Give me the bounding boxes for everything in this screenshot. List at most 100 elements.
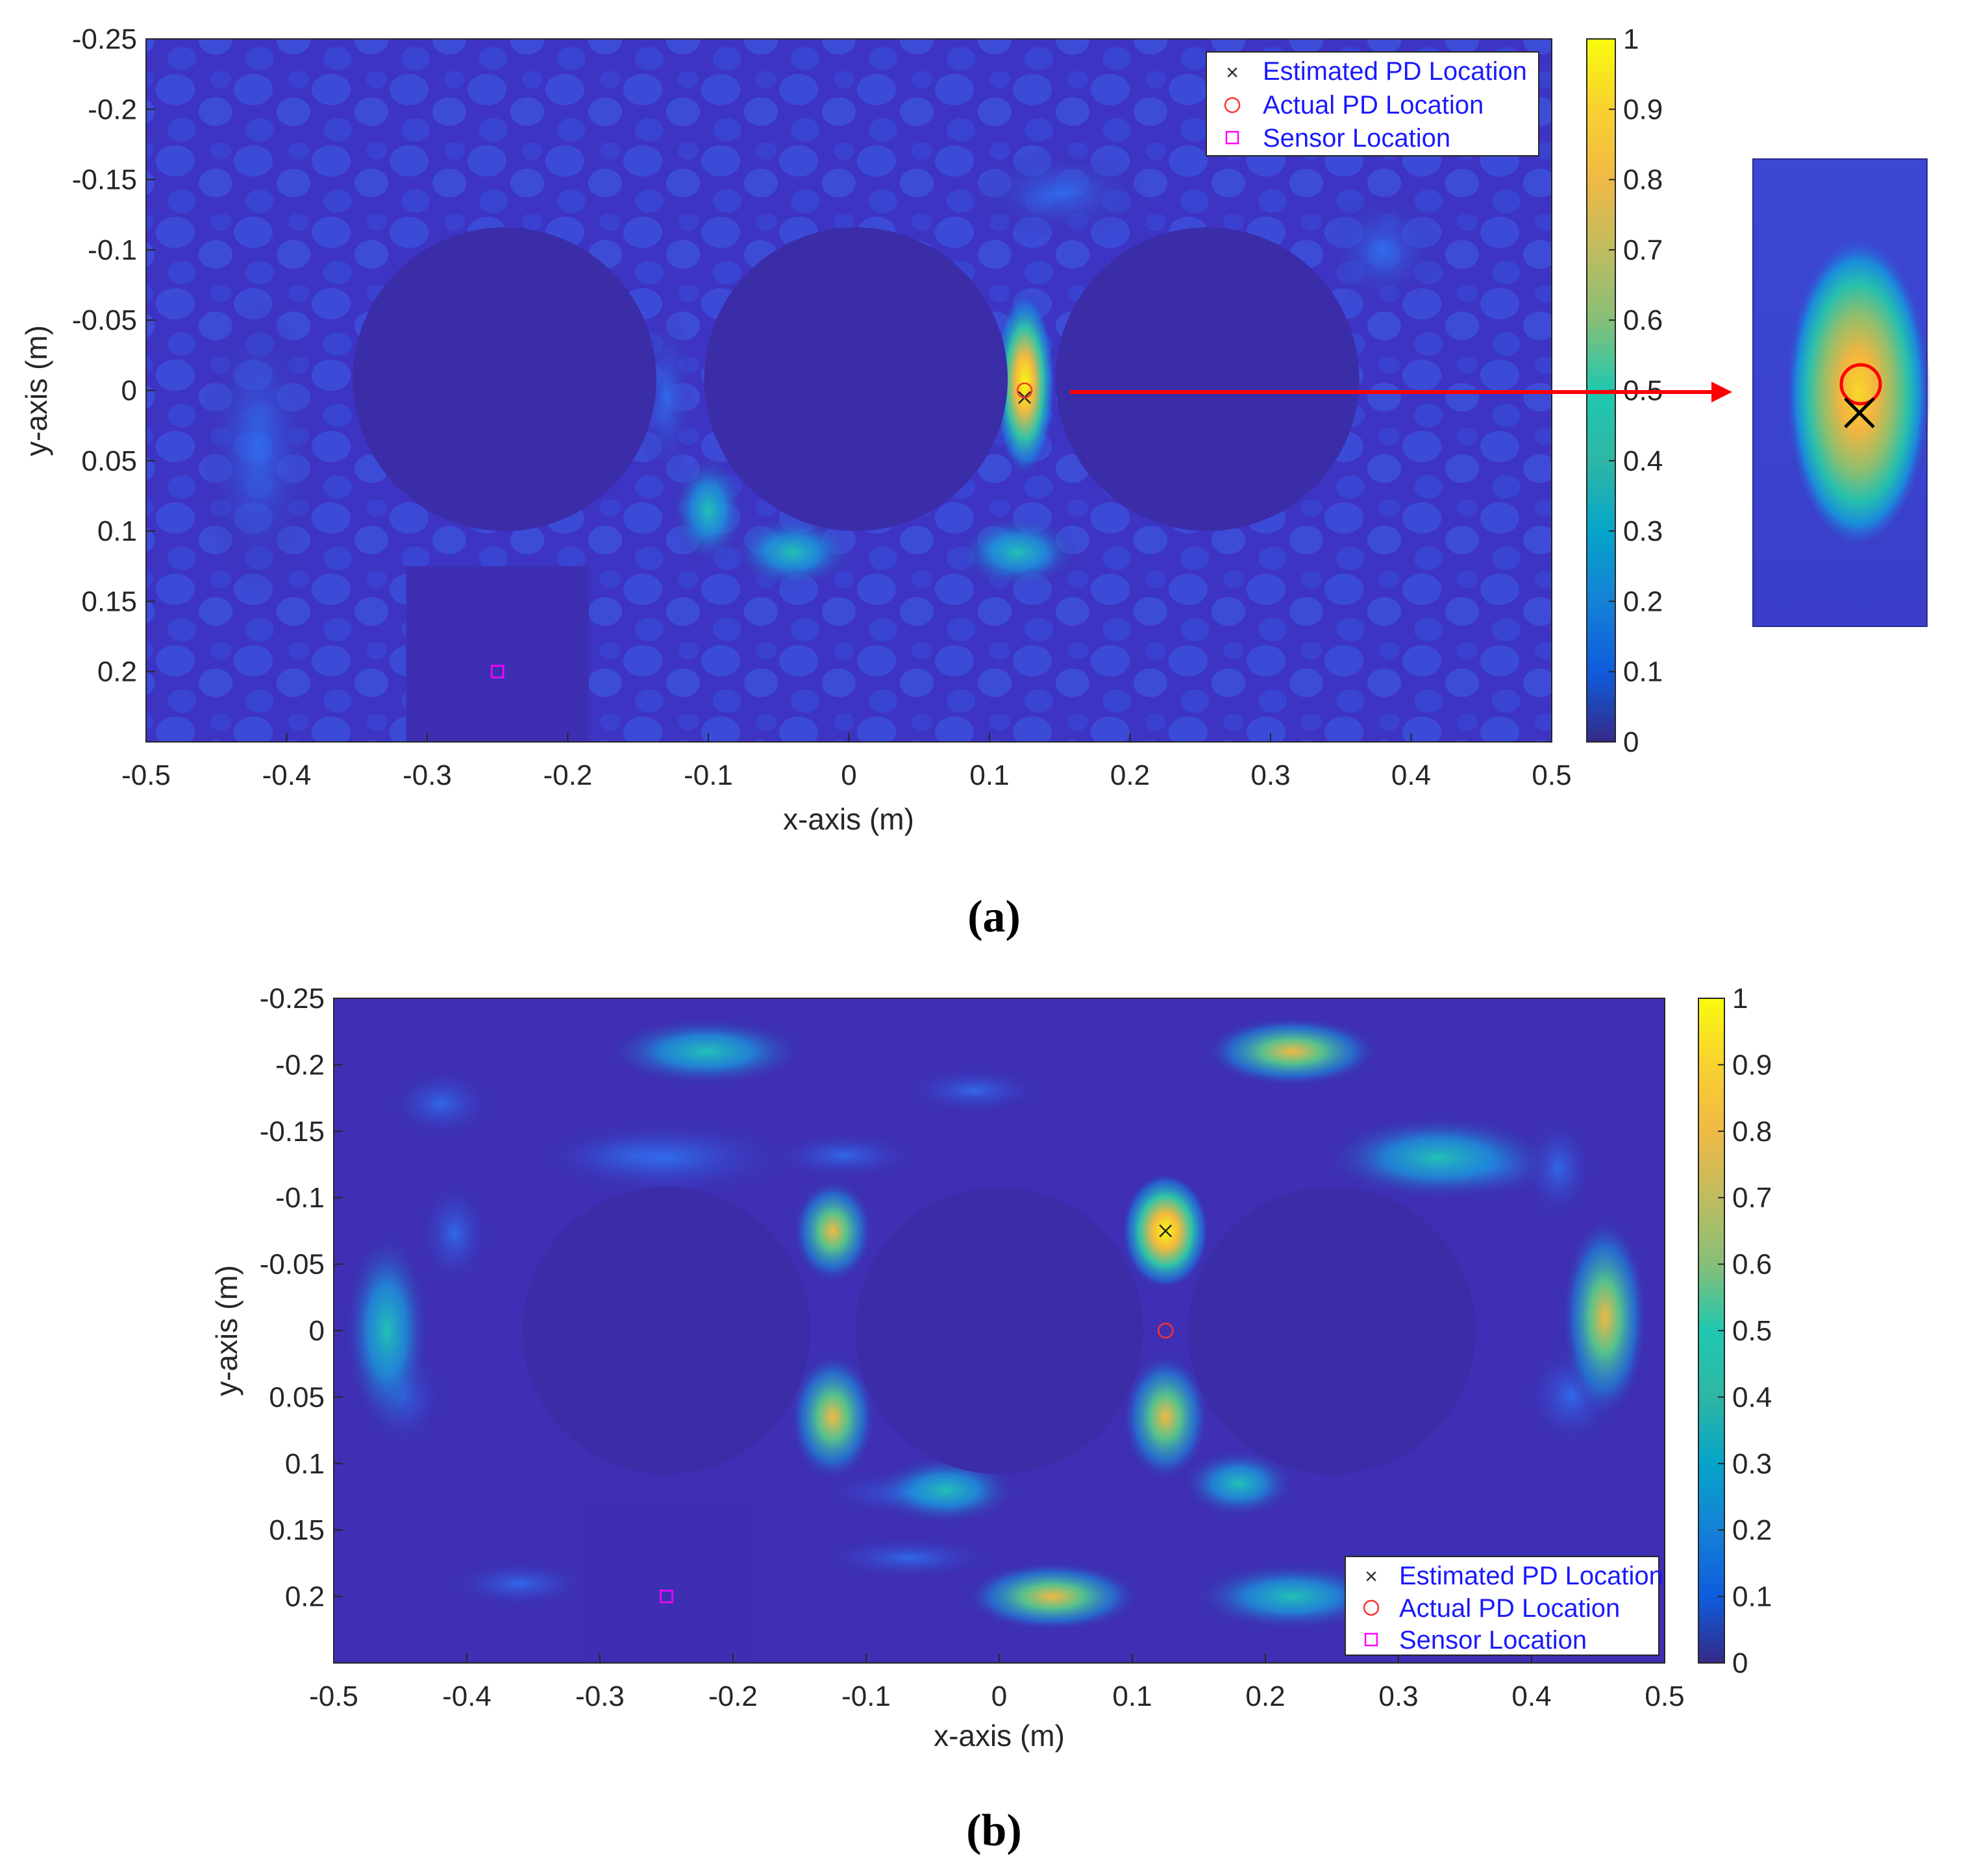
x-tick-label: -0.2 xyxy=(708,1680,758,1712)
y-tick-label: 0.2 xyxy=(97,656,137,688)
inset-estimated-marker xyxy=(1844,397,1875,428)
legend-a-sensor-marker xyxy=(1225,130,1239,145)
colorbar-tick-label: 0.1 xyxy=(1732,1581,1772,1613)
legend-b-estimated-marker: × xyxy=(1365,1564,1378,1589)
legend-a-actual-marker xyxy=(1224,97,1241,114)
obstacle-circle xyxy=(1055,227,1360,532)
legend-b-actual-label: Actual PD Location xyxy=(1399,1594,1620,1623)
actual-pd-marker xyxy=(1158,1322,1174,1339)
sensor-marker xyxy=(491,665,504,678)
colorbar-tick-label: 0.4 xyxy=(1623,445,1663,477)
x-tick-label: 0.1 xyxy=(1112,1680,1152,1712)
y-tick-label: 0.15 xyxy=(269,1514,325,1546)
x-tick-label: 0.3 xyxy=(1250,759,1290,791)
sensor-block xyxy=(582,1499,751,1663)
legend-b-actual-marker xyxy=(1363,1599,1380,1616)
y-tick-label: 0 xyxy=(309,1315,325,1347)
x-tick-label: 0.4 xyxy=(1391,759,1431,791)
y-axis-label-a: y-axis (m) xyxy=(19,325,53,456)
x-tick-label: 0.5 xyxy=(1645,1680,1684,1712)
x-tick-label: -0.4 xyxy=(262,759,312,791)
y-tick-label: -0.2 xyxy=(88,93,137,125)
actual-pd-marker xyxy=(1016,382,1033,399)
y-tick-label: -0.1 xyxy=(275,1182,325,1214)
heat-hotspot xyxy=(1321,188,1445,312)
legend-a-actual-label: Actual PD Location xyxy=(1263,91,1484,119)
legend-a-estimated-marker: × xyxy=(1226,60,1239,85)
x-tick-label: 0.1 xyxy=(969,759,1009,791)
heat-hotspot xyxy=(343,1228,431,1433)
x-tick-label: -0.5 xyxy=(309,1680,358,1712)
zoom-inset xyxy=(1752,158,1931,627)
heat-hotspot xyxy=(956,515,1080,589)
x-tick-label: 0 xyxy=(991,1680,1007,1712)
x-tick-label: 0 xyxy=(841,759,856,791)
obstacle-circle xyxy=(704,227,1008,532)
colorbar-tick-label: 0.8 xyxy=(1623,164,1663,196)
colorbar-tick-label: 0.5 xyxy=(1732,1315,1772,1347)
x-axis-label-a: x-axis (m) xyxy=(783,802,914,836)
obstacle-circle xyxy=(1188,1187,1476,1475)
colorbar-tick-label: 0.2 xyxy=(1623,585,1663,617)
zoom-arrow xyxy=(1070,382,1732,402)
colorbar-tick-label: 0 xyxy=(1732,1647,1748,1679)
heat-hotspot xyxy=(520,1114,813,1202)
colorbar-tick-label: 0.7 xyxy=(1732,1182,1772,1214)
y-tick-label: -0.05 xyxy=(72,304,137,336)
y-tick-label: -0.15 xyxy=(260,1116,325,1148)
obstacle-circle xyxy=(353,227,656,532)
heat-hotspot xyxy=(1189,1561,1395,1632)
sensor-marker xyxy=(660,1590,673,1603)
colorbar-tick-label: 0.6 xyxy=(1623,304,1663,336)
y-tick-label: -0.25 xyxy=(260,983,325,1015)
heat-hotspot xyxy=(964,1561,1141,1632)
heat-hotspot xyxy=(730,515,855,589)
colorbar-tick-label: 0.8 xyxy=(1732,1116,1772,1148)
legend-b-sensor-marker xyxy=(1364,1632,1378,1647)
colorbar-tick-label: 0 xyxy=(1623,726,1639,758)
x-tick-label: -0.3 xyxy=(403,759,452,791)
legend-a-estimated-label: Estimated PD Location xyxy=(1263,57,1527,86)
x-tick-label: -0.1 xyxy=(684,759,733,791)
obstacle-circle xyxy=(855,1187,1143,1475)
y-tick-label: -0.05 xyxy=(260,1249,325,1281)
legend-b: × Estimated PD Location Actual PD Locati… xyxy=(1345,1556,1663,1656)
x-tick-label: -0.4 xyxy=(442,1680,491,1712)
x-tick-label: 0.2 xyxy=(1110,759,1150,791)
legend-b-estimated-label: Estimated PD Location xyxy=(1399,1562,1663,1590)
colorbar-tick-label: 0.2 xyxy=(1732,1514,1772,1546)
heat-hotspot xyxy=(1321,1114,1556,1202)
heat-hotspot xyxy=(1561,1214,1649,1420)
colorbar-tick-label: 0.7 xyxy=(1623,234,1663,266)
y-tick-label: 0.05 xyxy=(81,445,137,477)
x-tick-label: 0.4 xyxy=(1511,1680,1551,1712)
panel-a: -0.5 -0.4 -0.3 -0.2 -0.1 0 0.1 0.2 0.3 0.4 0.5 -0.… xyxy=(19,23,1931,942)
panel-label-a: (a) xyxy=(967,892,1021,942)
heat-hotspot xyxy=(1204,1016,1380,1087)
y-tick-label: 0.2 xyxy=(285,1581,325,1613)
obstacle-circle xyxy=(523,1187,810,1475)
colorbar-tick-label: 0.9 xyxy=(1732,1049,1772,1081)
colorbar-b: 0 0.1 0.2 0.3 0.4 0.5 0.6 0.7 0.8 0.9 1 xyxy=(1698,983,1772,1679)
y-tick-label: -0.1 xyxy=(88,234,137,266)
y-axis-label-b: y-axis (m) xyxy=(210,1265,243,1396)
inset-actual-marker xyxy=(1839,363,1882,406)
y-tick-label: -0.15 xyxy=(72,164,137,196)
heat-hotspot xyxy=(196,291,321,602)
x-tick-label: -0.1 xyxy=(841,1680,891,1712)
estimated-pd-marker xyxy=(1159,1224,1173,1238)
legend-b-sensor-label: Sensor Location xyxy=(1399,1626,1587,1655)
heat-hotspot xyxy=(1180,1448,1298,1519)
x-tick-label: 0.3 xyxy=(1378,1680,1418,1712)
legend-a-sensor-label: Sensor Location xyxy=(1263,124,1450,153)
x-tick-label: -0.5 xyxy=(121,759,171,791)
y-tick-label: 0 xyxy=(121,375,137,407)
sensor-block xyxy=(406,566,589,742)
colorbar-tick-label: 1 xyxy=(1732,983,1748,1015)
panel-b: -0.5 -0.4 -0.3 -0.2 -0.1 0 0.1 0.2 0.3 0.4 0.5 -0.… xyxy=(210,983,1772,1856)
colorbar-tick-label: 0.6 xyxy=(1732,1249,1772,1281)
heat-hotspot xyxy=(789,1352,877,1482)
x-tick-label: 0.2 xyxy=(1245,1680,1285,1712)
x-tick-label: -0.2 xyxy=(543,759,593,791)
